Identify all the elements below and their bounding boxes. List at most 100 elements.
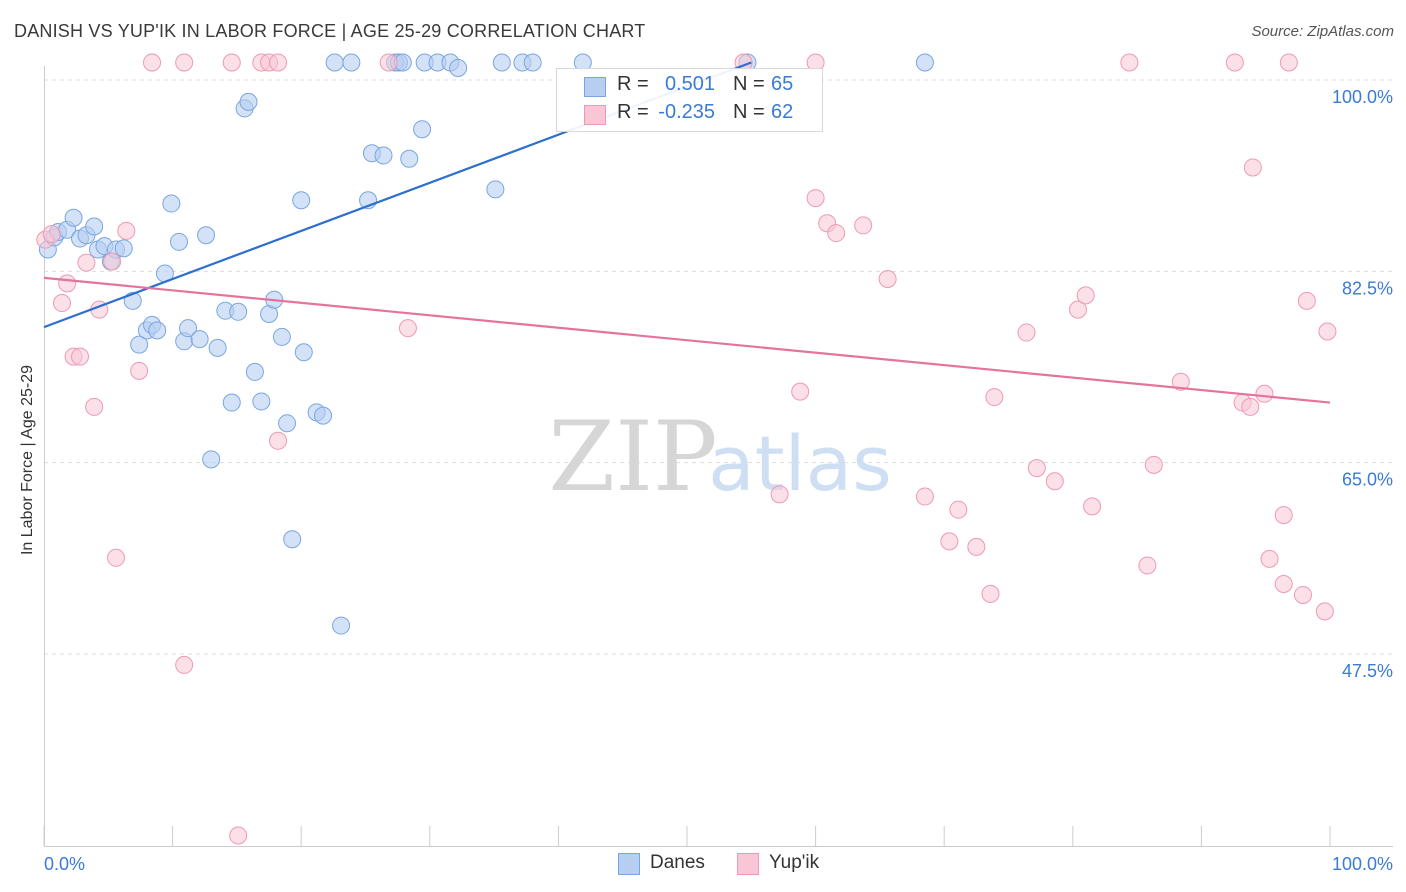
yupik-point[interactable] xyxy=(967,537,986,556)
yupik-point[interactable] xyxy=(1144,455,1163,474)
danes-point[interactable] xyxy=(85,217,104,236)
danes-point[interactable] xyxy=(148,321,167,340)
yupik-point[interactable] xyxy=(398,319,417,338)
yupik-point[interactable] xyxy=(1274,506,1293,525)
stats-row-danes: R = 0.501 N = 65 xyxy=(557,73,822,101)
danes-point[interactable] xyxy=(314,406,333,425)
danes-point[interactable] xyxy=(325,53,344,72)
watermark-atlas: atlas xyxy=(708,419,892,508)
y-tick-label: 82.5% xyxy=(1342,278,1393,298)
danes-n-value: 65 xyxy=(771,73,794,95)
danes-point[interactable] xyxy=(492,53,511,72)
yupik-point[interactable] xyxy=(770,485,789,504)
danes-point[interactable] xyxy=(114,239,133,258)
danes-point[interactable] xyxy=(332,616,351,635)
danes-point[interactable] xyxy=(449,58,468,77)
yupik-point[interactable] xyxy=(806,189,825,208)
yupik-point[interactable] xyxy=(1076,286,1095,305)
yupik-point[interactable] xyxy=(1318,322,1337,341)
yupik-point[interactable] xyxy=(117,221,136,240)
yupik-point[interactable] xyxy=(1241,397,1260,416)
yupik-point[interactable] xyxy=(878,269,897,288)
yupik-point[interactable] xyxy=(1027,459,1046,478)
yupik-point[interactable] xyxy=(103,252,122,271)
yupik-point[interactable] xyxy=(1297,291,1316,310)
danes-point[interactable] xyxy=(915,53,934,72)
yupik-point[interactable] xyxy=(940,532,959,551)
yupik-point[interactable] xyxy=(53,294,72,313)
yupik-point[interactable] xyxy=(1315,602,1334,621)
danes-point[interactable] xyxy=(523,53,542,72)
danes-point[interactable] xyxy=(278,414,297,433)
danes-point[interactable] xyxy=(130,335,149,354)
danes-point[interactable] xyxy=(294,343,313,362)
yupik-point[interactable] xyxy=(71,347,90,366)
yupik-point[interactable] xyxy=(143,53,162,72)
yupik-point[interactable] xyxy=(269,431,288,450)
yupik-point[interactable] xyxy=(1068,300,1087,319)
yupik-point[interactable] xyxy=(827,224,846,243)
yupik-point[interactable] xyxy=(85,397,104,416)
x-tick-label-min: 0.0% xyxy=(44,854,85,874)
yupik-point[interactable] xyxy=(379,53,398,72)
yupik-point[interactable] xyxy=(1017,323,1036,342)
yupik-point[interactable] xyxy=(949,500,968,519)
danes-point[interactable] xyxy=(162,194,181,213)
yupik-point[interactable] xyxy=(222,53,241,72)
yupik-point[interactable] xyxy=(1120,53,1139,72)
danes-point[interactable] xyxy=(190,330,209,349)
danes-point[interactable] xyxy=(64,208,83,227)
gridlines xyxy=(44,79,1393,655)
yupik-point[interactable] xyxy=(1279,53,1298,72)
r-label: R = xyxy=(617,101,649,123)
danes-point[interactable] xyxy=(486,180,505,199)
x-tick-labels: 0.0% 100.0% xyxy=(44,854,1393,874)
y-tick-label: 100.0% xyxy=(1332,87,1393,107)
yupik-point[interactable] xyxy=(1274,575,1293,594)
y-tick-label: 65.0% xyxy=(1342,470,1393,490)
danes-point[interactable] xyxy=(208,338,227,357)
yupik-point[interactable] xyxy=(107,548,126,567)
danes-point[interactable] xyxy=(292,191,311,210)
danes-point[interactable] xyxy=(170,232,189,251)
yupik-point[interactable] xyxy=(1293,585,1312,604)
yupik-point[interactable] xyxy=(130,361,149,380)
yupik-point[interactable] xyxy=(58,274,77,293)
danes-point[interactable] xyxy=(197,226,216,245)
danes-point[interactable] xyxy=(245,362,264,381)
yupik-point[interactable] xyxy=(1171,372,1190,391)
yupik-point[interactable] xyxy=(1138,556,1157,575)
danes-point[interactable] xyxy=(222,393,241,412)
danes-point[interactable] xyxy=(374,146,393,165)
yupik-point[interactable] xyxy=(1243,158,1262,177)
yupik-point[interactable] xyxy=(1225,53,1244,72)
yupik-point[interactable] xyxy=(915,487,934,506)
danes-point[interactable] xyxy=(272,327,291,346)
danes-point[interactable] xyxy=(239,92,258,111)
danes-point[interactable] xyxy=(202,450,221,469)
danes-point[interactable] xyxy=(283,530,302,549)
yupik-point[interactable] xyxy=(981,584,1000,603)
danes-point[interactable] xyxy=(229,302,248,321)
yupik-point[interactable] xyxy=(1045,472,1064,491)
yupik-point[interactable] xyxy=(1255,384,1274,403)
danes-point[interactable] xyxy=(413,120,432,139)
yupik-point[interactable] xyxy=(42,225,61,244)
yupik-point[interactable] xyxy=(791,382,810,401)
y-axis-label: In Labor Force | Age 25-29 xyxy=(19,364,36,556)
yupik-point[interactable] xyxy=(229,826,248,845)
yupik-point[interactable] xyxy=(175,655,194,674)
yupik-trend-line xyxy=(43,276,1331,404)
yupik-point[interactable] xyxy=(1083,497,1102,516)
danes-point[interactable] xyxy=(252,392,271,411)
yupik-point[interactable] xyxy=(175,53,194,72)
yupik-point[interactable] xyxy=(854,216,873,235)
yupik-point[interactable] xyxy=(77,253,96,272)
danes-point[interactable] xyxy=(342,53,361,72)
yupik-point[interactable] xyxy=(985,388,1004,407)
danes-point[interactable] xyxy=(179,319,198,338)
legend-danes-label: Danes xyxy=(650,852,705,873)
yupik-point[interactable] xyxy=(269,53,288,72)
yupik-point[interactable] xyxy=(1260,549,1279,568)
danes-point[interactable] xyxy=(400,149,419,168)
